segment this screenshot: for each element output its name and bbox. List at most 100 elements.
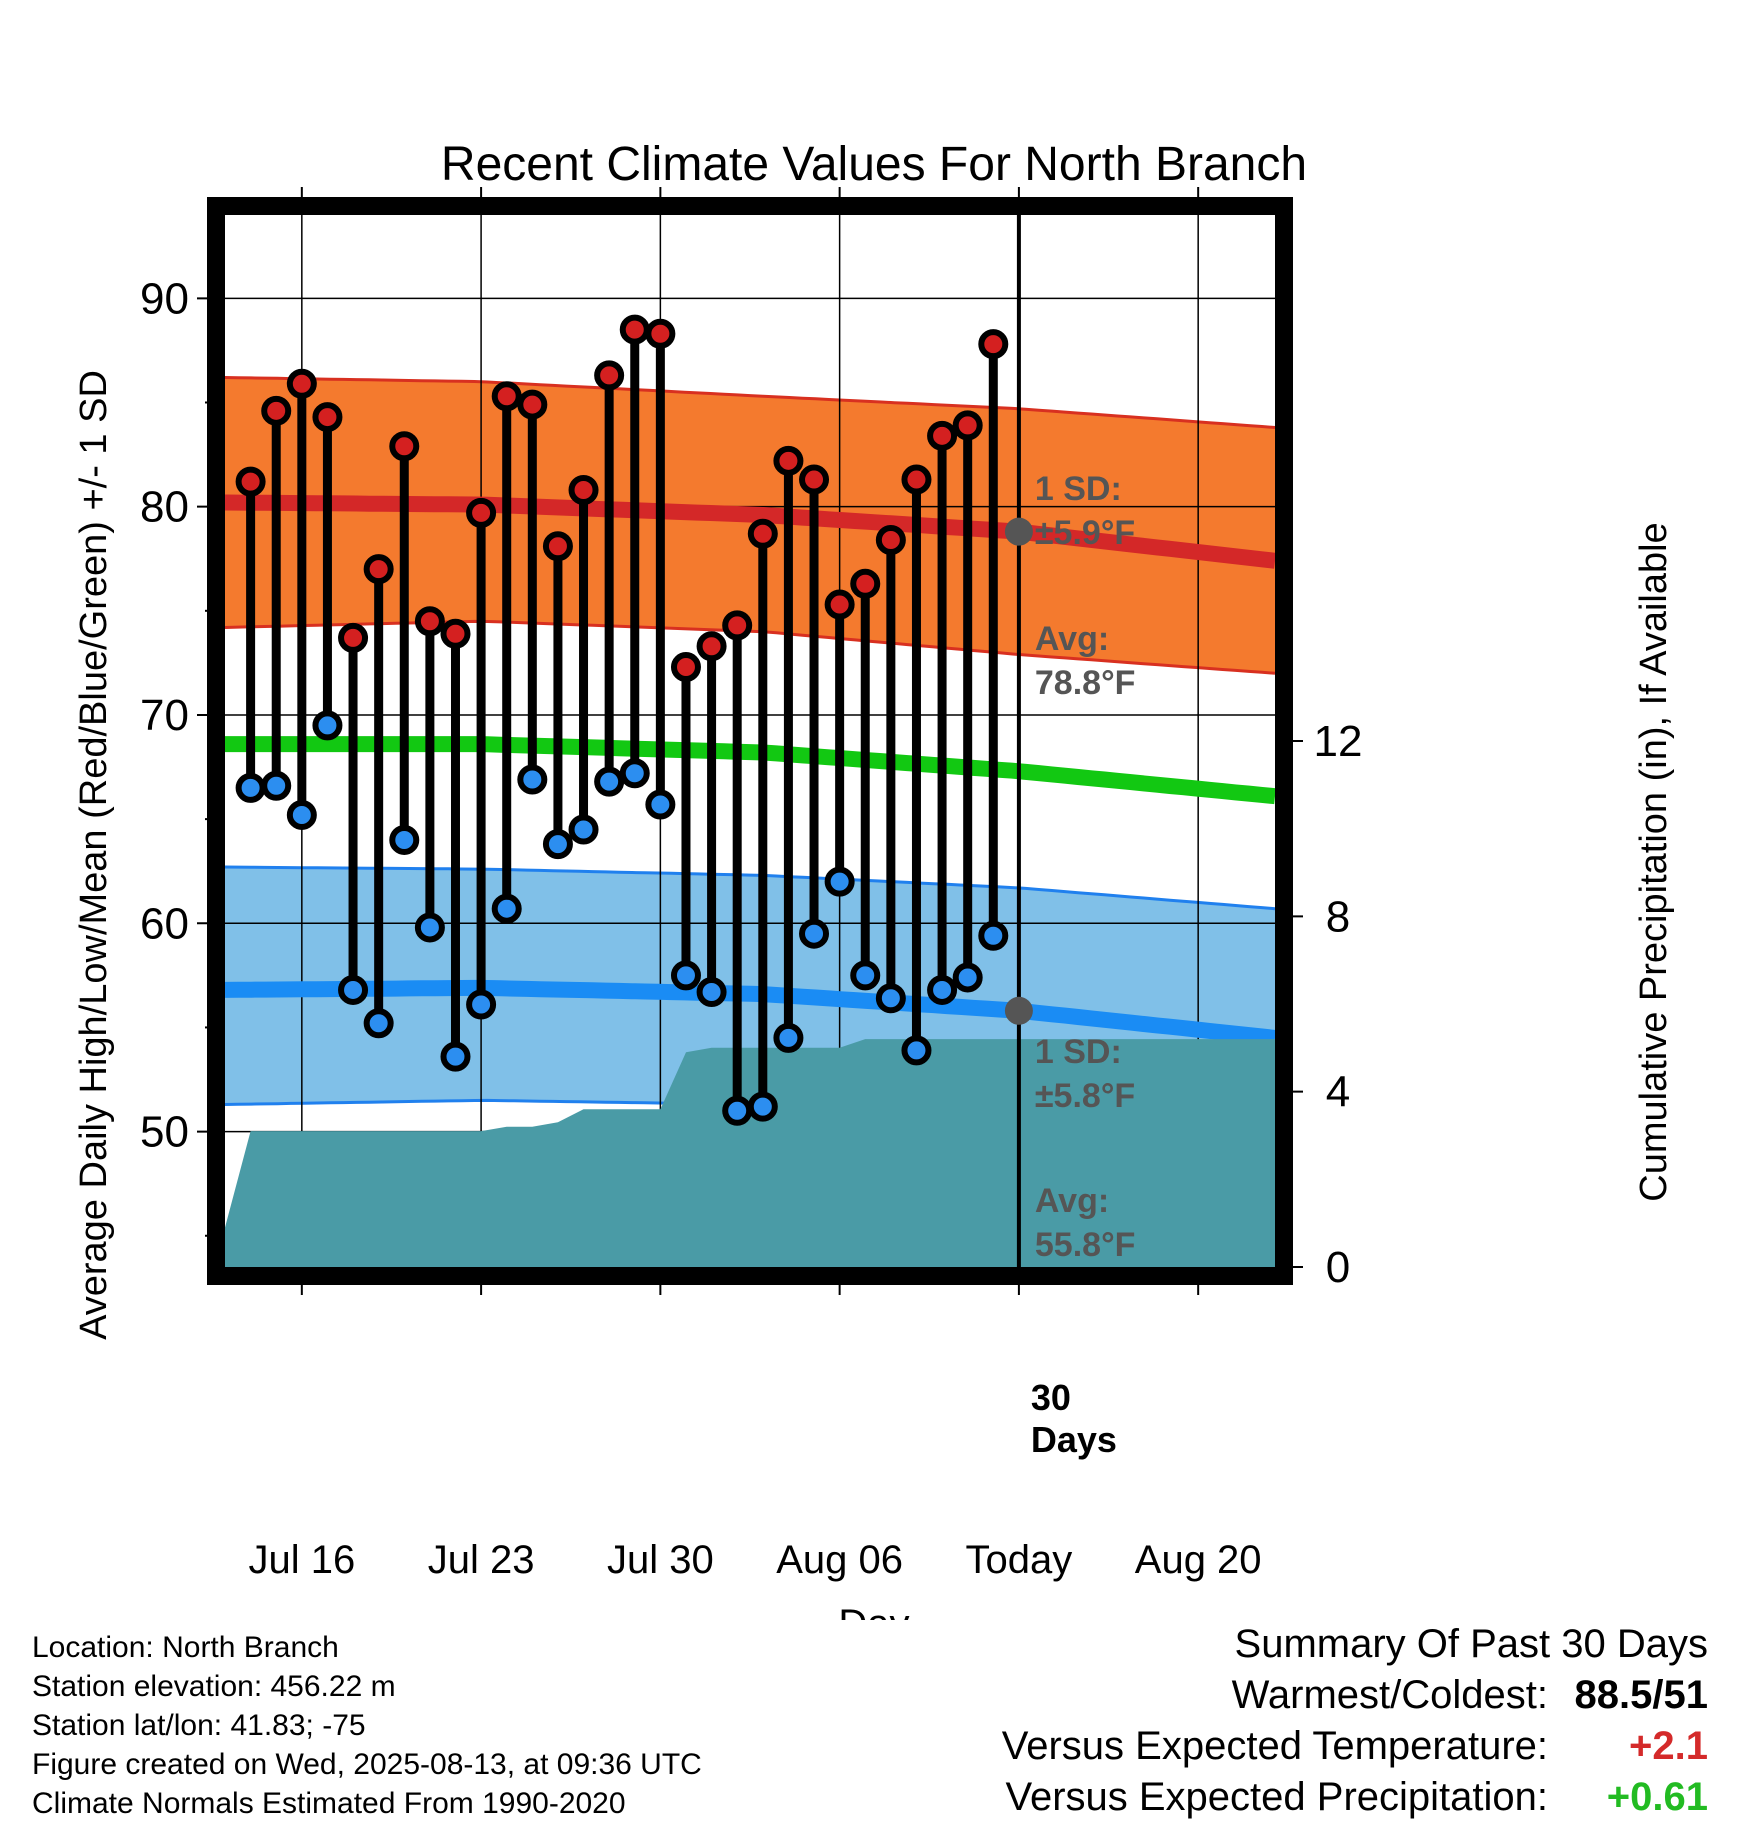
low-sd-value: ±5.8°F (1035, 1077, 1135, 1115)
chart-title: Recent Climate Values For North Branch (441, 138, 1307, 191)
daily-low-point (824, 866, 855, 897)
daily-high-point (619, 314, 650, 345)
y-tick-label: 70 (140, 691, 189, 740)
daily-high-point (286, 368, 317, 399)
low-avg-value: 55.8°F (1035, 1226, 1136, 1264)
precipitation-area (225, 1039, 1275, 1267)
daily-high-point (389, 431, 420, 462)
y-right-tick-label: 4 (1326, 1068, 1350, 1117)
daily-high-point (927, 420, 958, 451)
temperature-label: Versus Expected Temperature: (1001, 1724, 1548, 1768)
daily-low-point (261, 770, 292, 801)
daily-low-point (799, 918, 830, 949)
summary-heading: Summary Of Past 30 Days (1234, 1622, 1708, 1666)
days-word-label: Days (1031, 1419, 1117, 1460)
precipitation-row: Versus Expected Precipitation: +0.61 (1002, 1775, 1708, 1826)
daily-low-point (363, 1008, 394, 1039)
y-tick-label: 80 (140, 483, 189, 532)
precipitation-label: Versus Expected Precipitation: (1005, 1775, 1548, 1819)
y-tick-label: 60 (140, 899, 189, 948)
daily-low-point (901, 1035, 932, 1066)
daily-high-point (850, 568, 881, 599)
daily-high-point (414, 606, 445, 637)
daily-high-point (645, 318, 676, 349)
y-tick-label: 50 (140, 1108, 189, 1157)
daily-high-point (261, 395, 292, 426)
x-tick-label: Today (966, 1538, 1073, 1582)
low-avg-label: Avg: (1035, 1182, 1109, 1220)
daily-high-point (542, 531, 573, 562)
daily-low-point (286, 799, 317, 830)
daily-high-point (363, 554, 394, 585)
daily-low-point (619, 758, 650, 789)
daily-high-point (440, 618, 471, 649)
daily-low-point (235, 772, 266, 803)
daily-low-point (389, 824, 420, 855)
daily-low-point (594, 766, 625, 797)
low-normal-line (224, 979, 1276, 1046)
climate-chart: Recent Climate Values For North Branch 1… (73, 138, 1675, 1620)
y-axis-label: Average Daily High/Low/Mean (Red/Blue/Gr… (73, 370, 115, 1340)
daily-high-point (901, 464, 932, 495)
temperature-row: Versus Expected Temperature: +2.1 (1002, 1724, 1708, 1775)
x-tick-label: Jul 30 (607, 1538, 714, 1582)
location-text: Location: North Branch (32, 1631, 339, 1664)
daily-low-point (440, 1041, 471, 1072)
daily-high-point (747, 518, 778, 549)
x-tick-label: Jul 16 (248, 1538, 355, 1582)
daily-high-point (312, 402, 343, 433)
daily-high-point (568, 474, 599, 505)
daily-low-point (952, 962, 983, 993)
high-avg-label: Avg: (1035, 620, 1109, 658)
high-sd-value: ±5.9°F (1035, 514, 1135, 552)
daily-high-point (799, 464, 830, 495)
daily-low-point (773, 1022, 804, 1053)
latlon-text: Station lat/lon: 41.83; -75 (32, 1709, 366, 1742)
daily-high-point (773, 445, 804, 476)
temperature-value: +2.1 (1629, 1724, 1708, 1768)
x-tick-label: Jul 23 (428, 1538, 535, 1582)
daily-high-point (875, 524, 906, 555)
daily-low-point (747, 1091, 778, 1122)
high-sd-band (225, 377, 1275, 674)
daily-low-point (645, 789, 676, 820)
daily-high-point (338, 622, 369, 653)
daily-low-point (696, 977, 727, 1008)
daily-high-point (594, 360, 625, 391)
daily-low-point (491, 893, 522, 924)
daily-high-point (824, 589, 855, 620)
daily-high-point (722, 610, 753, 641)
daily-high-point (466, 497, 497, 528)
high-sd-upper-edge (224, 376, 1276, 429)
x-tick-label: Aug 06 (776, 1538, 903, 1582)
daily-low-point (568, 814, 599, 845)
x-axis-label: Day (838, 1602, 909, 1620)
station-info: Location: North Branch Station elevation… (32, 1628, 702, 1823)
y-axis-right-label: Cumulative Precipitation (in), If Availa… (1633, 522, 1675, 1201)
warmest-row: Warmest/Coldest: 88.5/51 (1002, 1673, 1708, 1724)
elevation-text: Station elevation: 456.22 m (32, 1670, 396, 1703)
daily-low-point (850, 960, 881, 991)
days-count-label: 30 (1031, 1377, 1071, 1418)
y-right-tick-label: 8 (1326, 892, 1350, 941)
daily-low-point (466, 989, 497, 1020)
high-sd-label: 1 SD: (1035, 470, 1122, 508)
low-sd-upper-edge (224, 865, 1276, 911)
plot-area: 1 SD: ±5.9°F Avg: 78.8°F 1 SD: ±5.8°F Avg: 55.8… (140, 187, 1362, 1582)
normals-text: Climate Normals Estimated From 1990-2020 (32, 1787, 626, 1820)
daily-low-point (414, 912, 445, 943)
created-text: Figure created on Wed, 2025-08-13, at 09… (32, 1748, 702, 1781)
daily-high-point (670, 652, 701, 683)
daily-low-point (312, 710, 343, 741)
today-high-normal-marker (1004, 517, 1033, 546)
daily-low-point (542, 829, 573, 860)
daily-high-point (696, 631, 727, 662)
warmest-label: Warmest/Coldest: (1231, 1673, 1548, 1717)
today-low-normal-marker (1004, 996, 1033, 1025)
y-right-tick-label: 0 (1326, 1243, 1350, 1292)
daily-low-point (517, 764, 548, 795)
daily-low-point (875, 983, 906, 1014)
daily-low-point (927, 974, 958, 1005)
y-tick-label: 90 (140, 274, 189, 323)
daily-low-point (670, 960, 701, 991)
